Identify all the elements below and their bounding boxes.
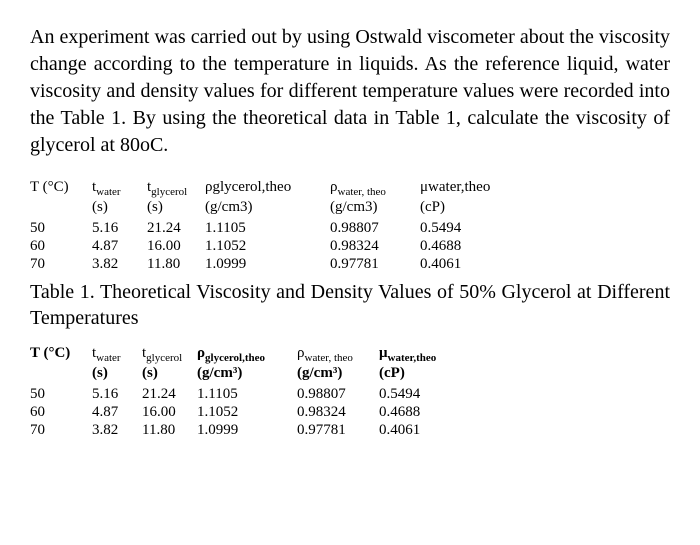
unit-twater: (s)	[92, 199, 147, 216]
table-1: T (°C) twater tglycerol ρglycerol,theo ρ…	[30, 179, 670, 273]
sub-pwater: water, theo	[338, 186, 386, 198]
cell-twater: 3.82	[92, 422, 142, 439]
problem-statement: An experiment was carried out by using O…	[30, 24, 670, 159]
unit-pwater: (g/cm³)	[297, 365, 379, 382]
table-header-row: T (°C) twater tglycerol ρglycerol,theo ρ…	[30, 345, 670, 364]
unit-uwater: (cP)	[379, 365, 469, 382]
cell-uwater: 0.4688	[379, 404, 469, 421]
table-units-row: (s) (s) (g/cm3) (g/cm3) (cP)	[30, 199, 670, 216]
cell-pglycerol: 1.1052	[205, 238, 330, 255]
cell-pwater: 0.97781	[297, 422, 379, 439]
cell-tglycerol: 21.24	[142, 386, 197, 403]
unit-pwater: (g/cm3)	[330, 199, 420, 216]
table-2: T (°C) twater tglycerol ρglycerol,theo ρ…	[30, 345, 670, 439]
unit-uwater: (cP)	[420, 199, 520, 216]
cell-tglycerol: 16.00	[147, 238, 205, 255]
header-uwater: μwater,theo	[420, 179, 520, 198]
table-row: 70 3.82 11.80 1.0999 0.97781 0.4061	[30, 422, 670, 439]
header-pwater: ρwater, theo	[330, 179, 420, 198]
cell-tglycerol: 16.00	[142, 404, 197, 421]
cell-pglycerol: 1.1105	[205, 220, 330, 237]
rho-symbol: ρ	[197, 345, 205, 361]
sub-glycerol: glycerol	[146, 352, 182, 364]
cell-temp: 70	[30, 422, 92, 439]
cell-twater: 4.87	[92, 404, 142, 421]
cell-pwater: 0.98324	[297, 404, 379, 421]
header-twater: twater	[92, 345, 142, 364]
table-row: 50 5.16 21.24 1.1105 0.98807 0.5494	[30, 220, 670, 237]
cell-pwater: 0.98807	[330, 220, 420, 237]
cell-pglycerol: 1.0999	[197, 422, 297, 439]
table-units-row: (s) (s) (g/cm³) (g/cm³) (cP)	[30, 365, 670, 382]
cell-uwater: 0.4688	[420, 238, 520, 255]
cell-temp: 50	[30, 386, 92, 403]
sub-glycerol: glycerol	[151, 186, 187, 198]
cell-pglycerol: 1.1052	[197, 404, 297, 421]
cell-pwater: 0.98324	[330, 238, 420, 255]
unit-temp	[30, 199, 92, 216]
header-pglycerol: ρglycerol,theo	[197, 345, 297, 364]
header-tglycerol: tglycerol	[142, 345, 197, 364]
cell-temp: 50	[30, 220, 92, 237]
header-temp: T (°C)	[30, 345, 92, 364]
table-caption: Table 1. Theoretical Viscosity and Densi…	[30, 279, 670, 331]
cell-uwater: 0.5494	[379, 386, 469, 403]
cell-twater: 5.16	[92, 386, 142, 403]
unit-twater: (s)	[92, 365, 142, 382]
header-pglycerol: ρglycerol,theo	[205, 179, 330, 198]
mu-symbol: μ	[379, 345, 388, 361]
cell-tglycerol: 11.80	[142, 422, 197, 439]
cell-pglycerol: 1.1105	[197, 386, 297, 403]
cell-twater: 5.16	[92, 220, 147, 237]
header-pwater: ρwater, theo	[297, 345, 379, 364]
unit-pglycerol: (g/cm3)	[205, 199, 330, 216]
sub-pglycerol: glycerol,theo	[205, 352, 265, 364]
sub-pwater: water, theo	[305, 352, 353, 364]
header-twater: twater	[92, 179, 147, 198]
sub-uwater: water,theo	[388, 352, 437, 364]
table-row: 70 3.82 11.80 1.0999 0.97781 0.4061	[30, 256, 670, 273]
table-row: 60 4.87 16.00 1.1052 0.98324 0.4688	[30, 238, 670, 255]
cell-twater: 3.82	[92, 256, 147, 273]
unit-tglycerol: (s)	[147, 199, 205, 216]
rho-symbol: ρ	[297, 345, 305, 361]
unit-tglycerol: (s)	[142, 365, 197, 382]
cell-pwater: 0.98807	[297, 386, 379, 403]
cell-uwater: 0.5494	[420, 220, 520, 237]
unit-pglycerol: (g/cm³)	[197, 365, 297, 382]
table-header-row: T (°C) twater tglycerol ρglycerol,theo ρ…	[30, 179, 670, 198]
cell-tglycerol: 21.24	[147, 220, 205, 237]
cell-pwater: 0.97781	[330, 256, 420, 273]
cell-temp: 60	[30, 404, 92, 421]
header-temp: T (°C)	[30, 179, 92, 198]
cell-temp: 60	[30, 238, 92, 255]
table-row: 50 5.16 21.24 1.1105 0.98807 0.5494	[30, 386, 670, 403]
header-uwater: μwater,theo	[379, 345, 469, 364]
header-tglycerol: tglycerol	[147, 179, 205, 198]
table-row: 60 4.87 16.00 1.1052 0.98324 0.4688	[30, 404, 670, 421]
cell-tglycerol: 11.80	[147, 256, 205, 273]
sub-water: water	[96, 352, 120, 364]
cell-pglycerol: 1.0999	[205, 256, 330, 273]
cell-temp: 70	[30, 256, 92, 273]
cell-uwater: 0.4061	[420, 256, 520, 273]
cell-uwater: 0.4061	[379, 422, 469, 439]
sub-water: water	[96, 186, 120, 198]
unit-temp	[30, 365, 92, 382]
cell-twater: 4.87	[92, 238, 147, 255]
